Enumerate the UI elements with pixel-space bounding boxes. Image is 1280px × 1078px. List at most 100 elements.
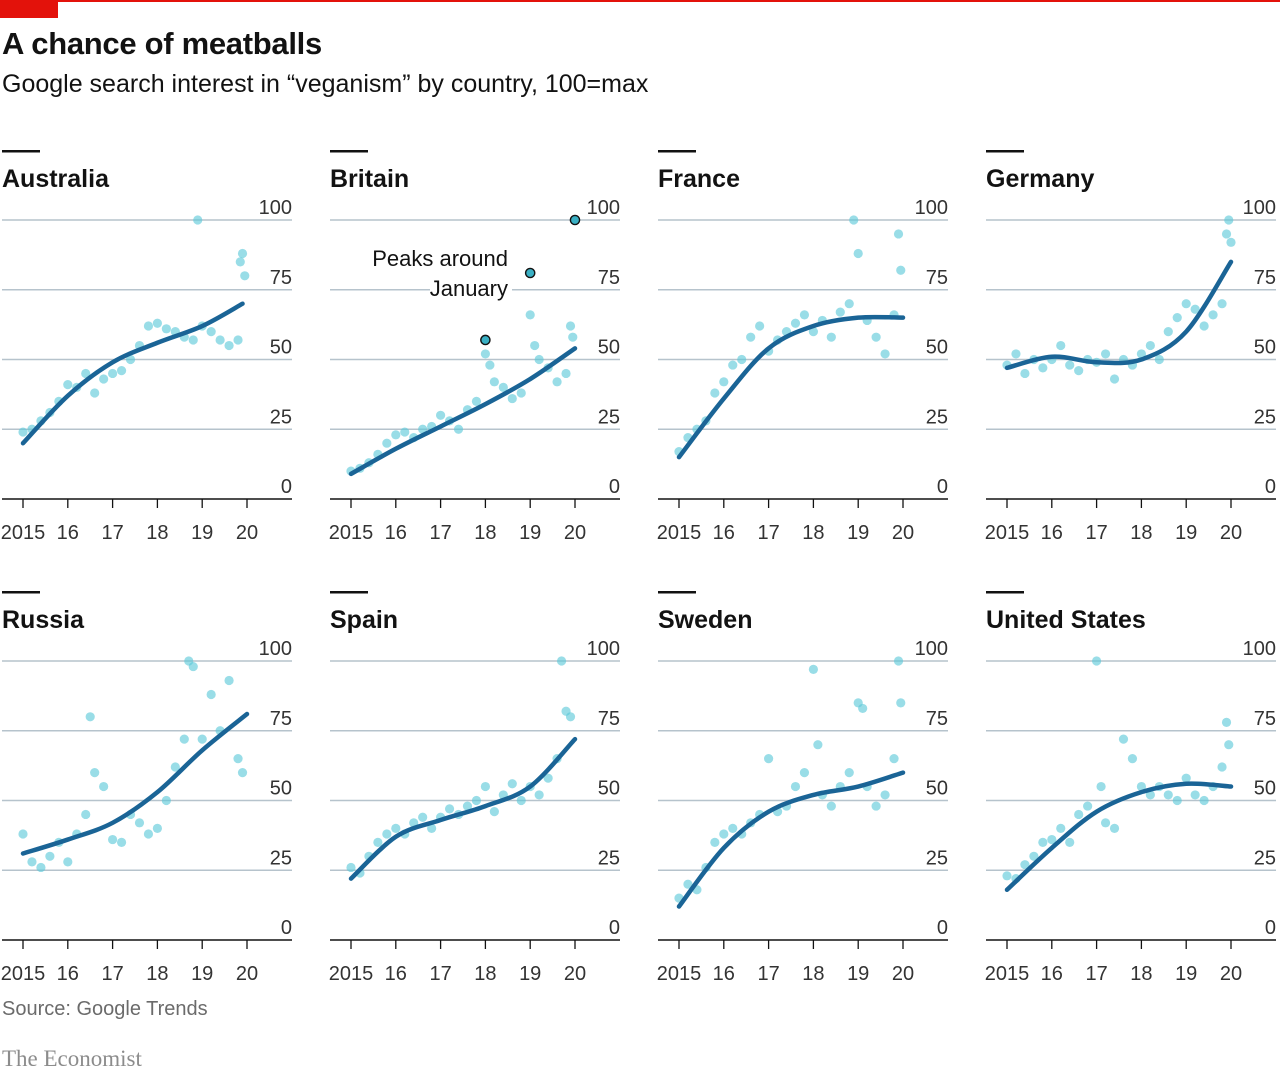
chart-subtitle: Google search interest in “veganism” by …: [2, 70, 649, 98]
data-point: [1056, 823, 1066, 834]
data-point: [568, 332, 578, 342]
x-tick-label: 16: [713, 522, 735, 544]
panel-title-bar: [658, 591, 696, 594]
data-point: [81, 368, 91, 379]
panel-title-bar: [330, 150, 368, 153]
data-point: [849, 215, 859, 225]
data-point: [1226, 237, 1236, 247]
data-point: [471, 795, 482, 806]
data-point: [90, 388, 100, 398]
x-tick-label: 18: [1130, 963, 1152, 985]
data-point: [565, 712, 576, 722]
data-point: [1109, 823, 1120, 834]
panel-title-bar: [330, 591, 368, 594]
highlighted-peak-point: [569, 214, 581, 226]
data-point: [480, 349, 490, 359]
y-tick-label: 0: [281, 476, 292, 498]
data-point: [893, 229, 904, 239]
x-tick-label: 19: [191, 963, 213, 985]
y-tick-label: 75: [926, 267, 948, 289]
data-point: [240, 271, 250, 281]
data-point: [728, 823, 738, 834]
x-tick-label: 19: [191, 522, 213, 544]
data-point: [418, 812, 428, 822]
data-point: [391, 430, 401, 440]
x-tick-label: 20: [236, 522, 258, 544]
x-tick-label: 20: [236, 963, 258, 985]
data-point: [453, 424, 464, 434]
y-tick-label: 75: [598, 708, 620, 730]
panel-spain: Spain 0 25 50 75 100 2015 16 17 18 19 20: [329, 591, 620, 985]
data-point: [197, 734, 207, 744]
brand-red-tag: [0, 0, 58, 18]
annotation-text: Peaks around: [372, 246, 508, 271]
x-tick-label: 19: [847, 522, 869, 544]
data-point: [516, 388, 526, 398]
trend-line: [348, 346, 578, 477]
data-point: [858, 703, 868, 714]
x-tick-label: 19: [519, 963, 541, 985]
data-point: [116, 366, 127, 376]
x-tick-label: 16: [1041, 963, 1063, 985]
data-point: [507, 779, 517, 789]
y-tick-label: 25: [926, 847, 948, 869]
data-point: [18, 427, 28, 437]
data-point: [565, 321, 576, 331]
y-tick-label: 0: [609, 476, 620, 498]
data-point: [871, 332, 881, 342]
x-tick-label: 19: [519, 522, 541, 544]
x-tick-label: 2015: [657, 963, 702, 985]
data-point: [179, 734, 189, 744]
data-point: [719, 377, 729, 387]
panel-title: Sweden: [658, 606, 752, 634]
trend-line: [1004, 781, 1234, 893]
chart-title: A chance of meatballs: [2, 26, 322, 61]
panel-france: France 0 25 50 75 100 2015 16 17 18 19 20: [657, 150, 948, 544]
data-point: [896, 265, 906, 275]
data-point: [224, 675, 234, 686]
data-point: [1172, 313, 1182, 323]
panel-title-bar: [986, 150, 1024, 153]
trend-line: [676, 770, 906, 909]
data-point: [45, 851, 55, 861]
x-tick-label: 20: [892, 522, 914, 544]
data-point: [471, 396, 482, 406]
data-point: [534, 790, 544, 800]
data-point: [1127, 754, 1138, 764]
data-point: [1038, 837, 1048, 847]
y-tick-label: 0: [1265, 917, 1276, 939]
x-tick-label: 2015: [1, 963, 46, 985]
data-point: [1020, 860, 1030, 870]
data-point: [755, 321, 765, 331]
x-tick-label: 20: [564, 522, 586, 544]
x-tick-label: 16: [713, 963, 735, 985]
data-point: [125, 354, 136, 365]
data-point: [1217, 299, 1227, 309]
x-tick-label: 2015: [329, 963, 374, 985]
data-point: [1199, 795, 1209, 806]
x-tick-label: 18: [146, 522, 168, 544]
x-tick-label: 2015: [985, 522, 1030, 544]
data-point: [728, 360, 738, 370]
y-tick-label: 50: [270, 337, 292, 359]
data-point: [1100, 818, 1111, 828]
data-point: [889, 754, 899, 764]
panel-title: United States: [986, 606, 1146, 634]
panel-title: France: [658, 165, 740, 193]
data-point: [143, 829, 154, 839]
data-point: [556, 656, 567, 666]
data-point: [489, 807, 499, 817]
x-tick-label: 20: [564, 963, 586, 985]
panel-title: Australia: [2, 165, 110, 193]
panel-title-bar: [986, 591, 1024, 594]
data-point: [530, 340, 540, 351]
y-tick-label: 50: [926, 778, 948, 800]
y-tick-label: 50: [1254, 337, 1276, 359]
x-tick-label: 2015: [329, 522, 374, 544]
data-point: [799, 768, 810, 778]
y-tick-label: 75: [598, 267, 620, 289]
data-point: [1038, 363, 1048, 373]
y-tick-label: 0: [937, 476, 948, 498]
data-point: [206, 327, 216, 337]
data-point: [409, 818, 419, 828]
